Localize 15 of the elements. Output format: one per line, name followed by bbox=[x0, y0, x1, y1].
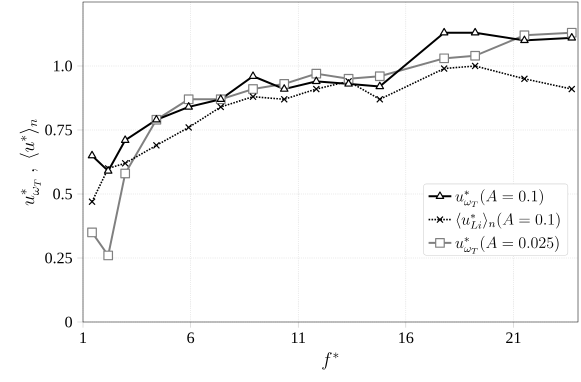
x-tick-label: 11 bbox=[292, 332, 305, 343]
x-tick-label: 21 bbox=[506, 332, 520, 343]
y-tick-label: 0.5 bbox=[53, 188, 72, 200]
x-tick-label: 6 bbox=[187, 332, 194, 344]
y-tick-label: 1.0 bbox=[54, 60, 72, 72]
y-axis-title: $u^*_{\omega_T}\ ,\ \langle u^*\rangle_n$ bbox=[20, 119, 41, 206]
y-tick-label: 0.25 bbox=[45, 252, 72, 264]
y-tick-label: 0 bbox=[65, 316, 72, 328]
legend-label: $u^*_{\omega_T}(A=0.025)$ bbox=[455, 236, 559, 254]
x-tick-label: 16 bbox=[399, 332, 414, 344]
legend-label: $u^*_{\omega_T}(A=0.1)$ bbox=[455, 189, 543, 208]
x-axis-title: $f^*$ bbox=[322, 352, 338, 370]
y-tick-label: 0.75 bbox=[45, 124, 72, 136]
x-tick-label: 1 bbox=[80, 332, 86, 343]
legend-label: $\langle u^*_{Li}\rangle_n(A=0.1)$ bbox=[456, 212, 560, 229]
